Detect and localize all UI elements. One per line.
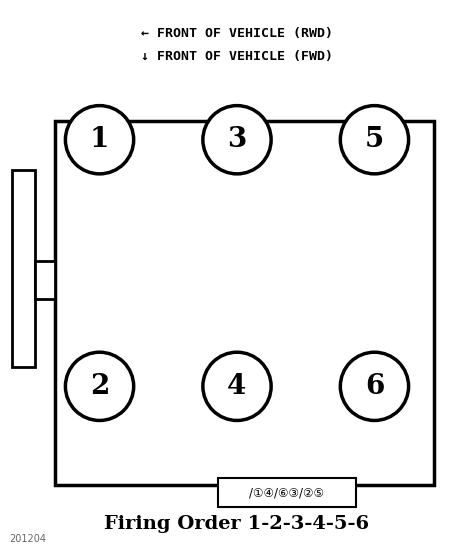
- Text: ↓ FRONT OF VEHICLE (FWD): ↓ FRONT OF VEHICLE (FWD): [141, 50, 333, 63]
- Text: 2: 2: [90, 373, 109, 400]
- Ellipse shape: [203, 352, 271, 420]
- Text: 4: 4: [228, 373, 246, 400]
- Ellipse shape: [340, 352, 409, 420]
- Ellipse shape: [65, 352, 134, 420]
- Ellipse shape: [203, 106, 271, 174]
- Text: 5: 5: [365, 126, 384, 153]
- Text: Firing Order 1-2-3-4-5-6: Firing Order 1-2-3-4-5-6: [104, 516, 370, 533]
- Bar: [218, 478, 356, 507]
- Bar: [35, 261, 55, 299]
- Text: ← FRONT OF VEHICLE (RWD): ← FRONT OF VEHICLE (RWD): [141, 27, 333, 41]
- Bar: [55, 121, 434, 485]
- Ellipse shape: [340, 106, 409, 174]
- Text: 1: 1: [90, 126, 109, 153]
- Text: /①④/⑥③/②⑤: /①④/⑥③/②⑤: [249, 486, 324, 499]
- Text: 3: 3: [228, 126, 246, 153]
- Bar: [12, 170, 35, 367]
- Text: 6: 6: [365, 373, 384, 400]
- Text: 201204: 201204: [9, 534, 46, 544]
- Ellipse shape: [65, 106, 134, 174]
